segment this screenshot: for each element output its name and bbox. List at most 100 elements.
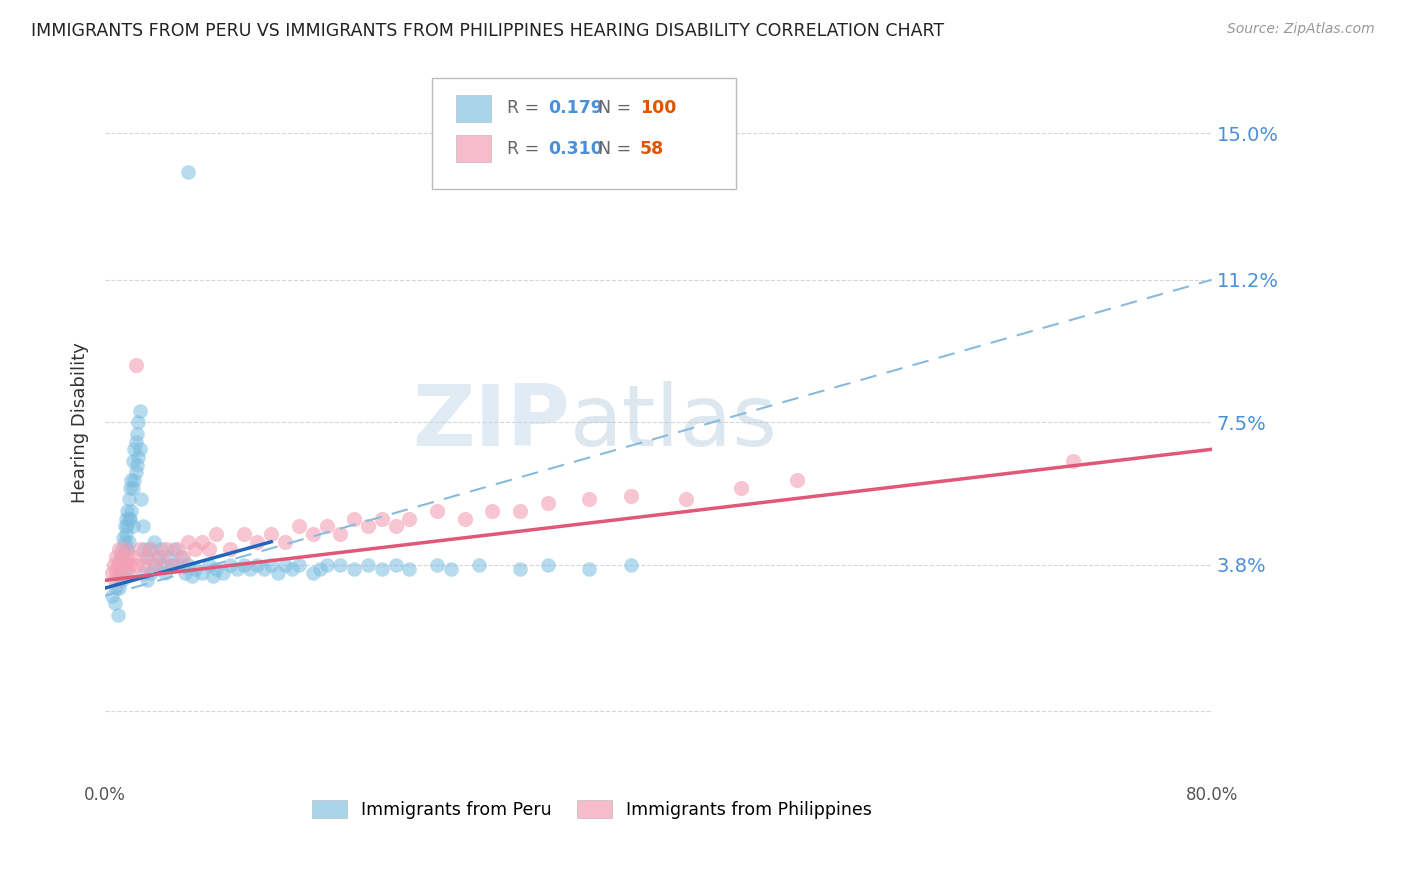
Point <box>172 550 194 565</box>
Point <box>384 519 406 533</box>
Point <box>104 596 127 610</box>
Point <box>122 519 145 533</box>
Point <box>730 481 752 495</box>
Point <box>117 542 139 557</box>
Point <box>315 558 337 572</box>
Point <box>112 550 135 565</box>
Point <box>398 562 420 576</box>
Point <box>142 534 165 549</box>
Point <box>225 562 247 576</box>
FancyBboxPatch shape <box>456 95 491 122</box>
Point <box>153 566 176 580</box>
Point <box>467 558 489 572</box>
Point <box>177 165 200 179</box>
Point <box>108 558 131 572</box>
Point <box>166 558 188 572</box>
Point <box>114 519 136 533</box>
FancyBboxPatch shape <box>456 135 491 162</box>
Point <box>149 550 172 565</box>
Point <box>105 566 128 580</box>
Point <box>118 511 141 525</box>
Point <box>1062 454 1084 468</box>
Point <box>135 550 157 565</box>
Point <box>111 574 134 588</box>
Point <box>122 473 145 487</box>
Point <box>357 519 380 533</box>
Point <box>131 519 153 533</box>
Point <box>620 558 643 572</box>
Point <box>121 504 143 518</box>
Point <box>127 450 149 464</box>
Text: atlas: atlas <box>569 381 778 464</box>
Point <box>578 562 600 576</box>
Point <box>274 558 297 572</box>
Point <box>371 511 394 525</box>
Point <box>127 415 149 429</box>
Point <box>454 511 477 525</box>
Point <box>205 562 228 576</box>
Point <box>124 466 146 480</box>
Point <box>118 534 141 549</box>
Point <box>578 492 600 507</box>
Point <box>288 519 311 533</box>
Point <box>111 542 134 557</box>
Point <box>132 566 155 580</box>
Point <box>111 558 134 572</box>
Point <box>156 550 179 565</box>
Point <box>104 574 127 588</box>
Point <box>191 534 214 549</box>
Point <box>184 562 207 576</box>
Point <box>121 473 143 487</box>
Point <box>481 504 503 518</box>
FancyBboxPatch shape <box>432 78 735 189</box>
Point <box>301 527 323 541</box>
Point <box>371 562 394 576</box>
Point <box>218 542 240 557</box>
Legend: Immigrants from Peru, Immigrants from Philippines: Immigrants from Peru, Immigrants from Ph… <box>305 793 879 826</box>
Text: R =: R = <box>506 140 544 158</box>
Text: Source: ZipAtlas.com: Source: ZipAtlas.com <box>1227 22 1375 37</box>
Point <box>149 542 172 557</box>
Point <box>288 558 311 572</box>
Point <box>110 550 132 565</box>
Point <box>198 542 221 557</box>
Text: N =: N = <box>598 100 637 118</box>
Point <box>105 550 128 565</box>
Point <box>786 473 808 487</box>
Point <box>146 550 169 565</box>
Point <box>274 534 297 549</box>
Text: N =: N = <box>598 140 637 158</box>
Point <box>120 558 142 572</box>
Point <box>160 558 183 572</box>
Point <box>110 566 132 580</box>
Point <box>253 562 276 576</box>
Point <box>509 562 531 576</box>
Point <box>138 542 160 557</box>
Point <box>135 550 157 565</box>
Point <box>198 558 221 572</box>
Text: IMMIGRANTS FROM PERU VS IMMIGRANTS FROM PHILIPPINES HEARING DISABILITY CORRELATI: IMMIGRANTS FROM PERU VS IMMIGRANTS FROM … <box>31 22 943 40</box>
Point <box>170 550 193 565</box>
Point <box>384 558 406 572</box>
Point <box>115 566 138 580</box>
Point <box>329 527 352 541</box>
Point <box>152 558 174 572</box>
Point <box>246 558 269 572</box>
Y-axis label: Hearing Disability: Hearing Disability <box>72 342 89 503</box>
Point <box>357 558 380 572</box>
Point <box>115 527 138 541</box>
Point <box>329 558 352 572</box>
Point <box>118 492 141 507</box>
Point <box>115 542 138 557</box>
Point <box>202 569 225 583</box>
Point <box>114 558 136 572</box>
Point <box>181 569 204 583</box>
Point <box>105 581 128 595</box>
Point <box>107 607 129 622</box>
Point <box>620 489 643 503</box>
Point <box>260 527 283 541</box>
Point <box>124 434 146 449</box>
Point <box>139 542 162 557</box>
Point <box>112 531 135 545</box>
Point <box>537 558 560 572</box>
